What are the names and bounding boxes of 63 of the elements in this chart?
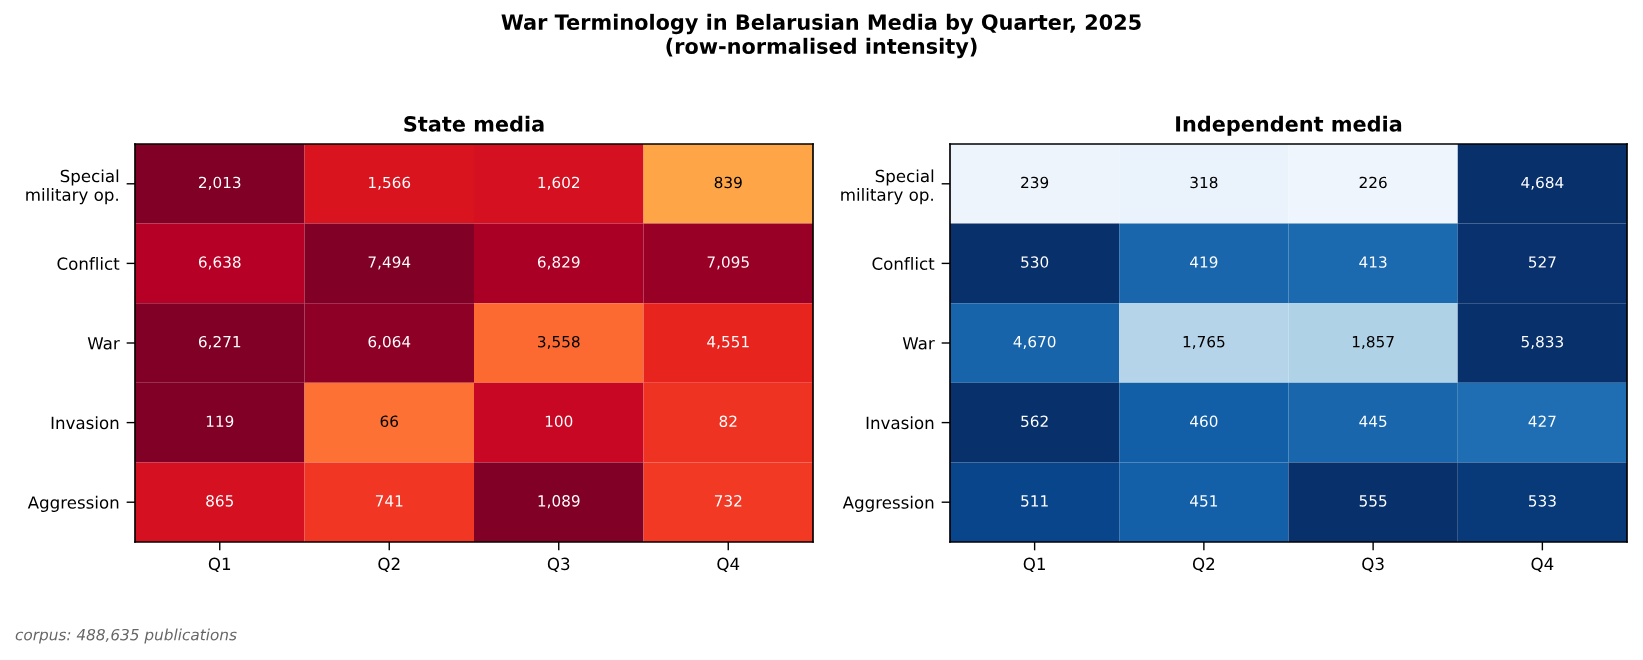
data-label: 66 [380, 415, 399, 428]
data-label: 839 [714, 176, 742, 189]
y-tick-label: Aggression [27, 495, 119, 512]
chart-title: State media [404, 115, 544, 132]
x-tick-label: Q3 [1362, 557, 1384, 573]
data-label: 6,829 [537, 256, 580, 270]
data-label: 239 [1021, 176, 1049, 189]
data-label: 7,095 [707, 256, 749, 270]
y-tick-label: Special military op. [841, 169, 934, 205]
data-label: 119 [206, 415, 234, 428]
x-tick-label: Q2 [378, 557, 400, 573]
text: corpus: 488,635 publications [15, 628, 237, 644]
data-label: 460 [1190, 415, 1218, 428]
data-label: 318 [1190, 176, 1218, 189]
x-tick-label: Q4 [717, 557, 740, 573]
data-label: 527 [1528, 256, 1556, 268]
data-label: 732 [714, 495, 742, 507]
data-label: 4,670 [1013, 335, 1056, 349]
x-tick-label: Q1 [1023, 557, 1045, 573]
y-tick-label: War [87, 337, 120, 350]
data-label: 865 [206, 495, 233, 507]
data-label: 6,271 [198, 335, 241, 349]
data-label: 451 [1190, 495, 1218, 507]
data-label: 555 [1359, 495, 1387, 507]
data-label: 427 [1528, 415, 1556, 427]
y-tick-label: Invasion [866, 416, 934, 430]
data-label: 413 [1359, 256, 1387, 268]
data-label: 530 [1021, 256, 1049, 268]
data-label: 562 [1021, 415, 1048, 428]
x-tick-label: Q3 [547, 557, 570, 573]
data-label: 3,558 [538, 335, 580, 349]
x-tick-label: Q2 [1192, 557, 1215, 573]
data-label: 7,494 [368, 256, 411, 270]
data-label: 419 [1190, 256, 1218, 268]
data-label: 2,013 [199, 176, 241, 190]
y-tick-label: Special military op. [26, 169, 119, 205]
data-label: 1,566 [369, 176, 411, 190]
data-label: 82 [719, 415, 737, 428]
data-label: 533 [1528, 495, 1556, 507]
data-label: 6,638 [198, 256, 241, 270]
data-label: 5,833 [1521, 335, 1564, 349]
data-label: 445 [1359, 415, 1387, 428]
y-tick-label: War [902, 337, 935, 350]
y-tick-label: Conflict [872, 257, 935, 270]
x-tick-label: Q1 [208, 557, 231, 573]
y-tick-label: Invasion [51, 416, 119, 430]
data-label: 1,857 [1352, 335, 1394, 349]
y-tick-label: Aggression [842, 495, 934, 512]
data-label: 4,684 [1521, 176, 1564, 190]
data-label: 226 [1359, 176, 1387, 189]
chart-title: Independent media [1176, 115, 1402, 136]
data-label: 1,089 [538, 495, 580, 509]
text: (row-normalised intensity) [666, 37, 977, 59]
data-label: 4,551 [707, 336, 749, 349]
data-label: 741 [375, 495, 403, 507]
data-label: 6,064 [368, 335, 411, 349]
data-label: 1,602 [538, 176, 580, 190]
data-label: 100 [545, 415, 573, 428]
data-label: 511 [1021, 495, 1048, 507]
data-label: 1,765 [1183, 335, 1225, 349]
y-tick-label: Conflict [57, 257, 120, 270]
text: War Terminology in Belarusian Media by Quarter, 2025 [501, 13, 1141, 35]
x-tick-label: Q4 [1531, 557, 1554, 573]
